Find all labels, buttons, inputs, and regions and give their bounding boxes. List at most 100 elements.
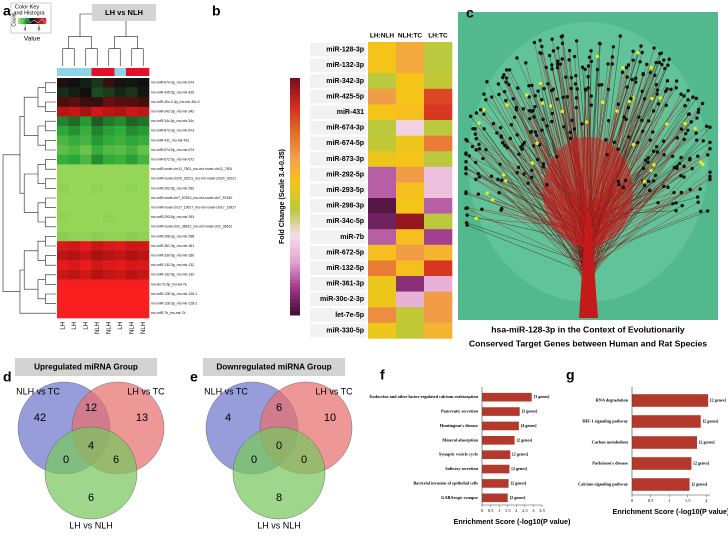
x-tick-label: 1 [668,498,671,503]
heatmap-cell [424,322,453,339]
network-node [659,51,664,55]
row-label: rno-miR-novel-chr20_32221_rno-mir-novel-… [151,177,236,181]
heatmap-cell [126,183,138,194]
heatmap-cell [396,213,425,230]
row-label: miR-298-3p [326,203,364,210]
heatmap-cell [424,198,453,214]
network-node [499,208,503,212]
key-gradient [27,18,29,24]
network-node [656,102,661,106]
network-node [530,161,535,165]
network-node [708,140,712,145]
network-node [679,92,683,96]
network-node [646,160,650,165]
heatmap-cell [68,250,81,261]
heatmap-cell [396,307,425,324]
heatmap-cell [80,164,92,175]
network-node [620,70,625,75]
heatmap-cell [137,298,150,309]
network-node [627,135,631,139]
network-node [653,173,658,178]
category-label: Synaptic vesicle cycle [439,452,478,457]
network-node [465,223,469,227]
heatmap-cell [91,174,104,184]
colorbar-segment [290,160,300,166]
network-node [572,54,577,59]
network-node [521,107,525,111]
network-node [539,51,543,56]
network-node [545,183,549,187]
network-node [695,138,699,142]
colorbar-segment [290,239,300,245]
heatmap-cell [368,57,397,74]
network-node [650,96,654,101]
network-node [515,170,519,175]
network-node [624,65,629,70]
network-node [534,133,539,137]
category-label: Endocrine and other factor-regulated cal… [369,394,478,399]
heatmap-cell [91,202,104,213]
network-node [674,79,679,83]
network-node [467,154,472,158]
network-node [567,48,572,53]
row-label: rno-miR-330-5p_rno-mir-330 [151,253,194,257]
heatmap-cell [80,222,92,232]
network-node [661,139,666,143]
network-node [555,66,560,70]
heatmap-cell [68,135,81,146]
chart-title: Upregulated miRNA Group [34,363,138,372]
network-node [516,165,521,170]
bar-annotation: [3 genes] [534,394,550,399]
x-tick-label: 3.5 [539,508,545,513]
network-node [635,140,640,145]
venn-count: 42 [34,412,46,424]
network-node [528,116,532,121]
network-node [535,157,540,162]
heatmap-cell [114,289,127,300]
colorbar-segment [290,141,300,146]
heatmap-cell [91,97,104,108]
heatmap-cell [368,166,397,183]
group-bar [68,68,81,76]
network-node [664,103,668,107]
heatmap-cell [80,78,92,88]
colorbar-segment [290,157,300,162]
heatmap-cell [137,279,150,290]
panel-letter: e [190,369,198,385]
row-label: miR-342-3p [326,78,364,85]
row-label-box [310,121,366,135]
network-node [622,115,626,119]
heatmap-cell [57,279,69,290]
network-node [641,129,645,134]
heatmap-cell [396,182,425,199]
network-node [665,122,669,126]
heatmap-cell [137,260,150,271]
bar-annotation: [2 genes] [512,452,528,457]
bar-annotation: [2 genes] [703,418,719,423]
network-node [583,87,588,92]
bar-annotation: [3 genes] [522,409,538,414]
panel-letter: a [3,3,11,19]
heatmap-cell [126,78,138,88]
network-node [501,75,505,80]
heatmap-cell [57,250,69,261]
network-node [616,102,620,106]
network-node [464,152,468,156]
heatmap-cell [80,289,92,300]
heatmap-cell [137,241,150,252]
category-label: Mineral absorption [442,437,478,442]
venn-count: 12 [85,402,97,414]
heatmap-cell [57,241,69,252]
heatmap-cell [68,116,81,127]
heatmap-cell [103,193,115,204]
row-label-box [310,199,366,213]
heatmap-cell [57,298,69,309]
chart-title: LH vs NLH [105,8,143,17]
heatmap-cell [68,154,81,165]
network-node [489,174,494,178]
colorbar-segment [290,259,300,265]
network-node [680,203,684,208]
network-node [569,86,573,91]
heatmap-cell [114,87,127,98]
